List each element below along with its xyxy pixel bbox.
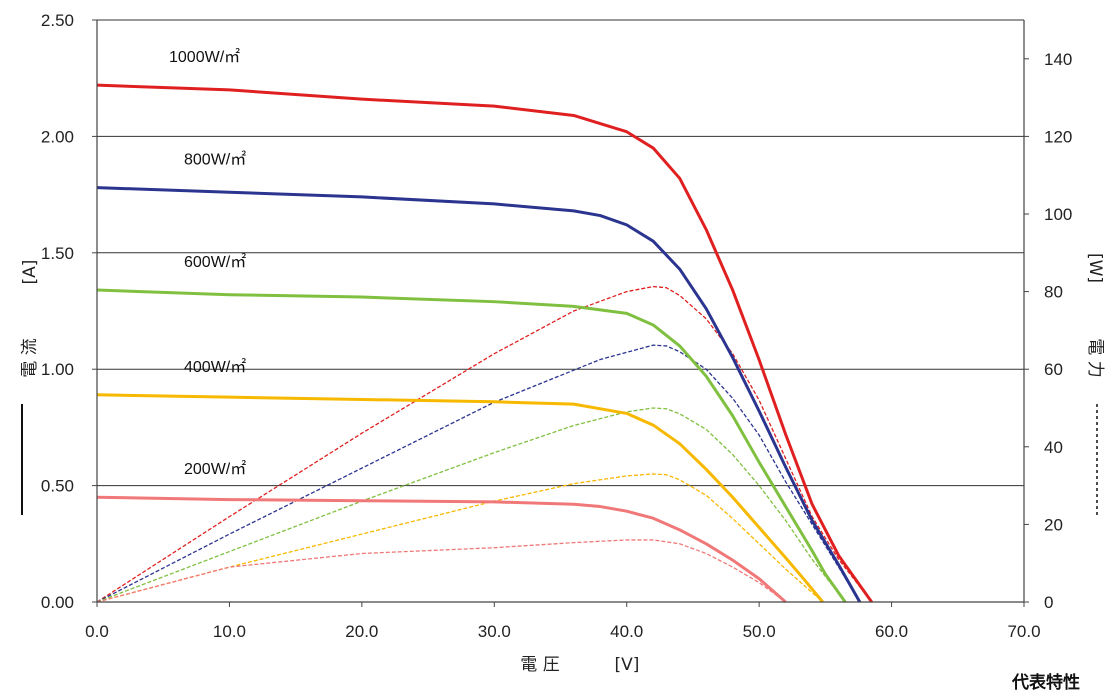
series-labels: 1000W/㎡ 800W/㎡ 600W/㎡ 400W/㎡ 200W/㎡ (169, 48, 246, 478)
y-right-unit: [W] (1085, 253, 1105, 283)
current-line-600 (96, 288, 847, 603)
chart-caption: 代表特性 (1011, 672, 1080, 693)
y-left-tick-label: 0.50 (41, 477, 74, 496)
x-tick-label: 40.0 (610, 622, 643, 641)
power-line-600 (96, 407, 846, 603)
x-axis-unit: [V] (615, 655, 640, 675)
y-right-title: 電 力 (1085, 338, 1105, 377)
current-line-800 (96, 186, 862, 603)
y-right-tick-label: 100 (1044, 205, 1072, 224)
current-line-1000 (96, 83, 873, 603)
y-left-tick-label: 2.50 (41, 11, 74, 30)
power-line-200 (96, 539, 787, 603)
y-right-tick-label: 80 (1044, 283, 1063, 302)
series-label-800: 800W/㎡ (184, 151, 246, 169)
current-line-200 (96, 495, 787, 604)
x-tick-label: 10.0 (213, 622, 246, 641)
series-label-600: 600W/㎡ (184, 253, 246, 271)
x-tick-label: 50.0 (743, 622, 776, 641)
y-right-tick-label: 40 (1044, 438, 1063, 457)
y-right-tick-label: 140 (1044, 50, 1072, 69)
series-label-200: 200W/㎡ (184, 460, 246, 478)
power-line-1000 (96, 285, 873, 603)
y-left-tick-label: 0.00 (41, 593, 74, 612)
y-left-unit: [A] (20, 260, 40, 285)
x-axis-title: 電 圧 (520, 655, 559, 675)
y-left-tick-label: 1.50 (41, 244, 74, 263)
y-left-title: 電 流 (20, 338, 40, 377)
x-tick-label: 70.0 (1007, 622, 1040, 641)
y-right-tick-label: 120 (1044, 127, 1072, 146)
power-line-400 (96, 473, 824, 603)
grid (97, 19, 1024, 487)
y-left-tick-label: 2.00 (41, 127, 74, 146)
x-tick-label: 30.0 (478, 622, 511, 641)
current-line-400 (96, 393, 824, 603)
y-right-tick-label: 20 (1044, 515, 1063, 534)
series-lines (96, 83, 873, 604)
x-tick-label: 20.0 (345, 622, 378, 641)
axes (96, 20, 1025, 603)
x-tick-label: 0.0 (85, 622, 109, 641)
tick-labels: 0.00 0.50 1.00 1.50 2.00 2.50 0 20 40 60 80 100 120 1… (41, 11, 1072, 641)
y-left-tick-label: 1.00 (41, 360, 74, 379)
y-right-tick-label: 0 (1044, 593, 1053, 612)
series-label-1000: 1000W/㎡ (169, 48, 240, 66)
x-tick-label: 60.0 (875, 622, 908, 641)
y-right-tick-label: 60 (1044, 360, 1063, 379)
series-label-400: 400W/㎡ (184, 358, 246, 376)
